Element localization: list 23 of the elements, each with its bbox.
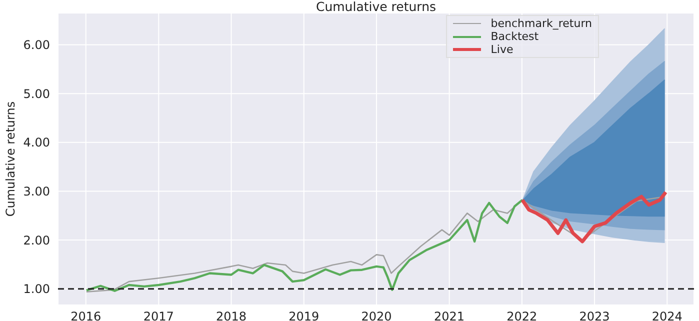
x-tick-label: 2021 — [434, 310, 465, 321]
x-tick-label: 2020 — [361, 310, 392, 321]
x-tick-label: 2022 — [506, 310, 538, 321]
y-tick-label: 4.00 — [23, 136, 50, 150]
line-series — [85, 198, 524, 292]
y-tick-label: 5.00 — [23, 86, 50, 101]
legend-label: Backtest — [490, 30, 539, 43]
y-tick-label: 1.00 — [23, 282, 50, 296]
y-tick-label: 6.00 — [23, 38, 50, 52]
y-axis-title: Cumulative returns — [3, 101, 18, 217]
legend-label: Live — [490, 43, 514, 56]
x-tick-label: 2018 — [216, 310, 247, 321]
x-tick-label: 2024 — [652, 310, 682, 321]
x-tick-label: 2016 — [70, 310, 102, 321]
y-tick-label: 3.00 — [23, 184, 50, 198]
x-tick-label: 2019 — [288, 310, 320, 321]
line-series — [86, 196, 666, 292]
y-tick-label: 2.00 — [23, 233, 50, 248]
line-series — [520, 190, 668, 244]
chart-title: Cumulative returns — [314, 0, 438, 14]
legend-label: benchmark_return — [490, 17, 592, 30]
x-tick-label: 2023 — [579, 310, 610, 321]
x-tick-label: 2017 — [143, 310, 174, 321]
